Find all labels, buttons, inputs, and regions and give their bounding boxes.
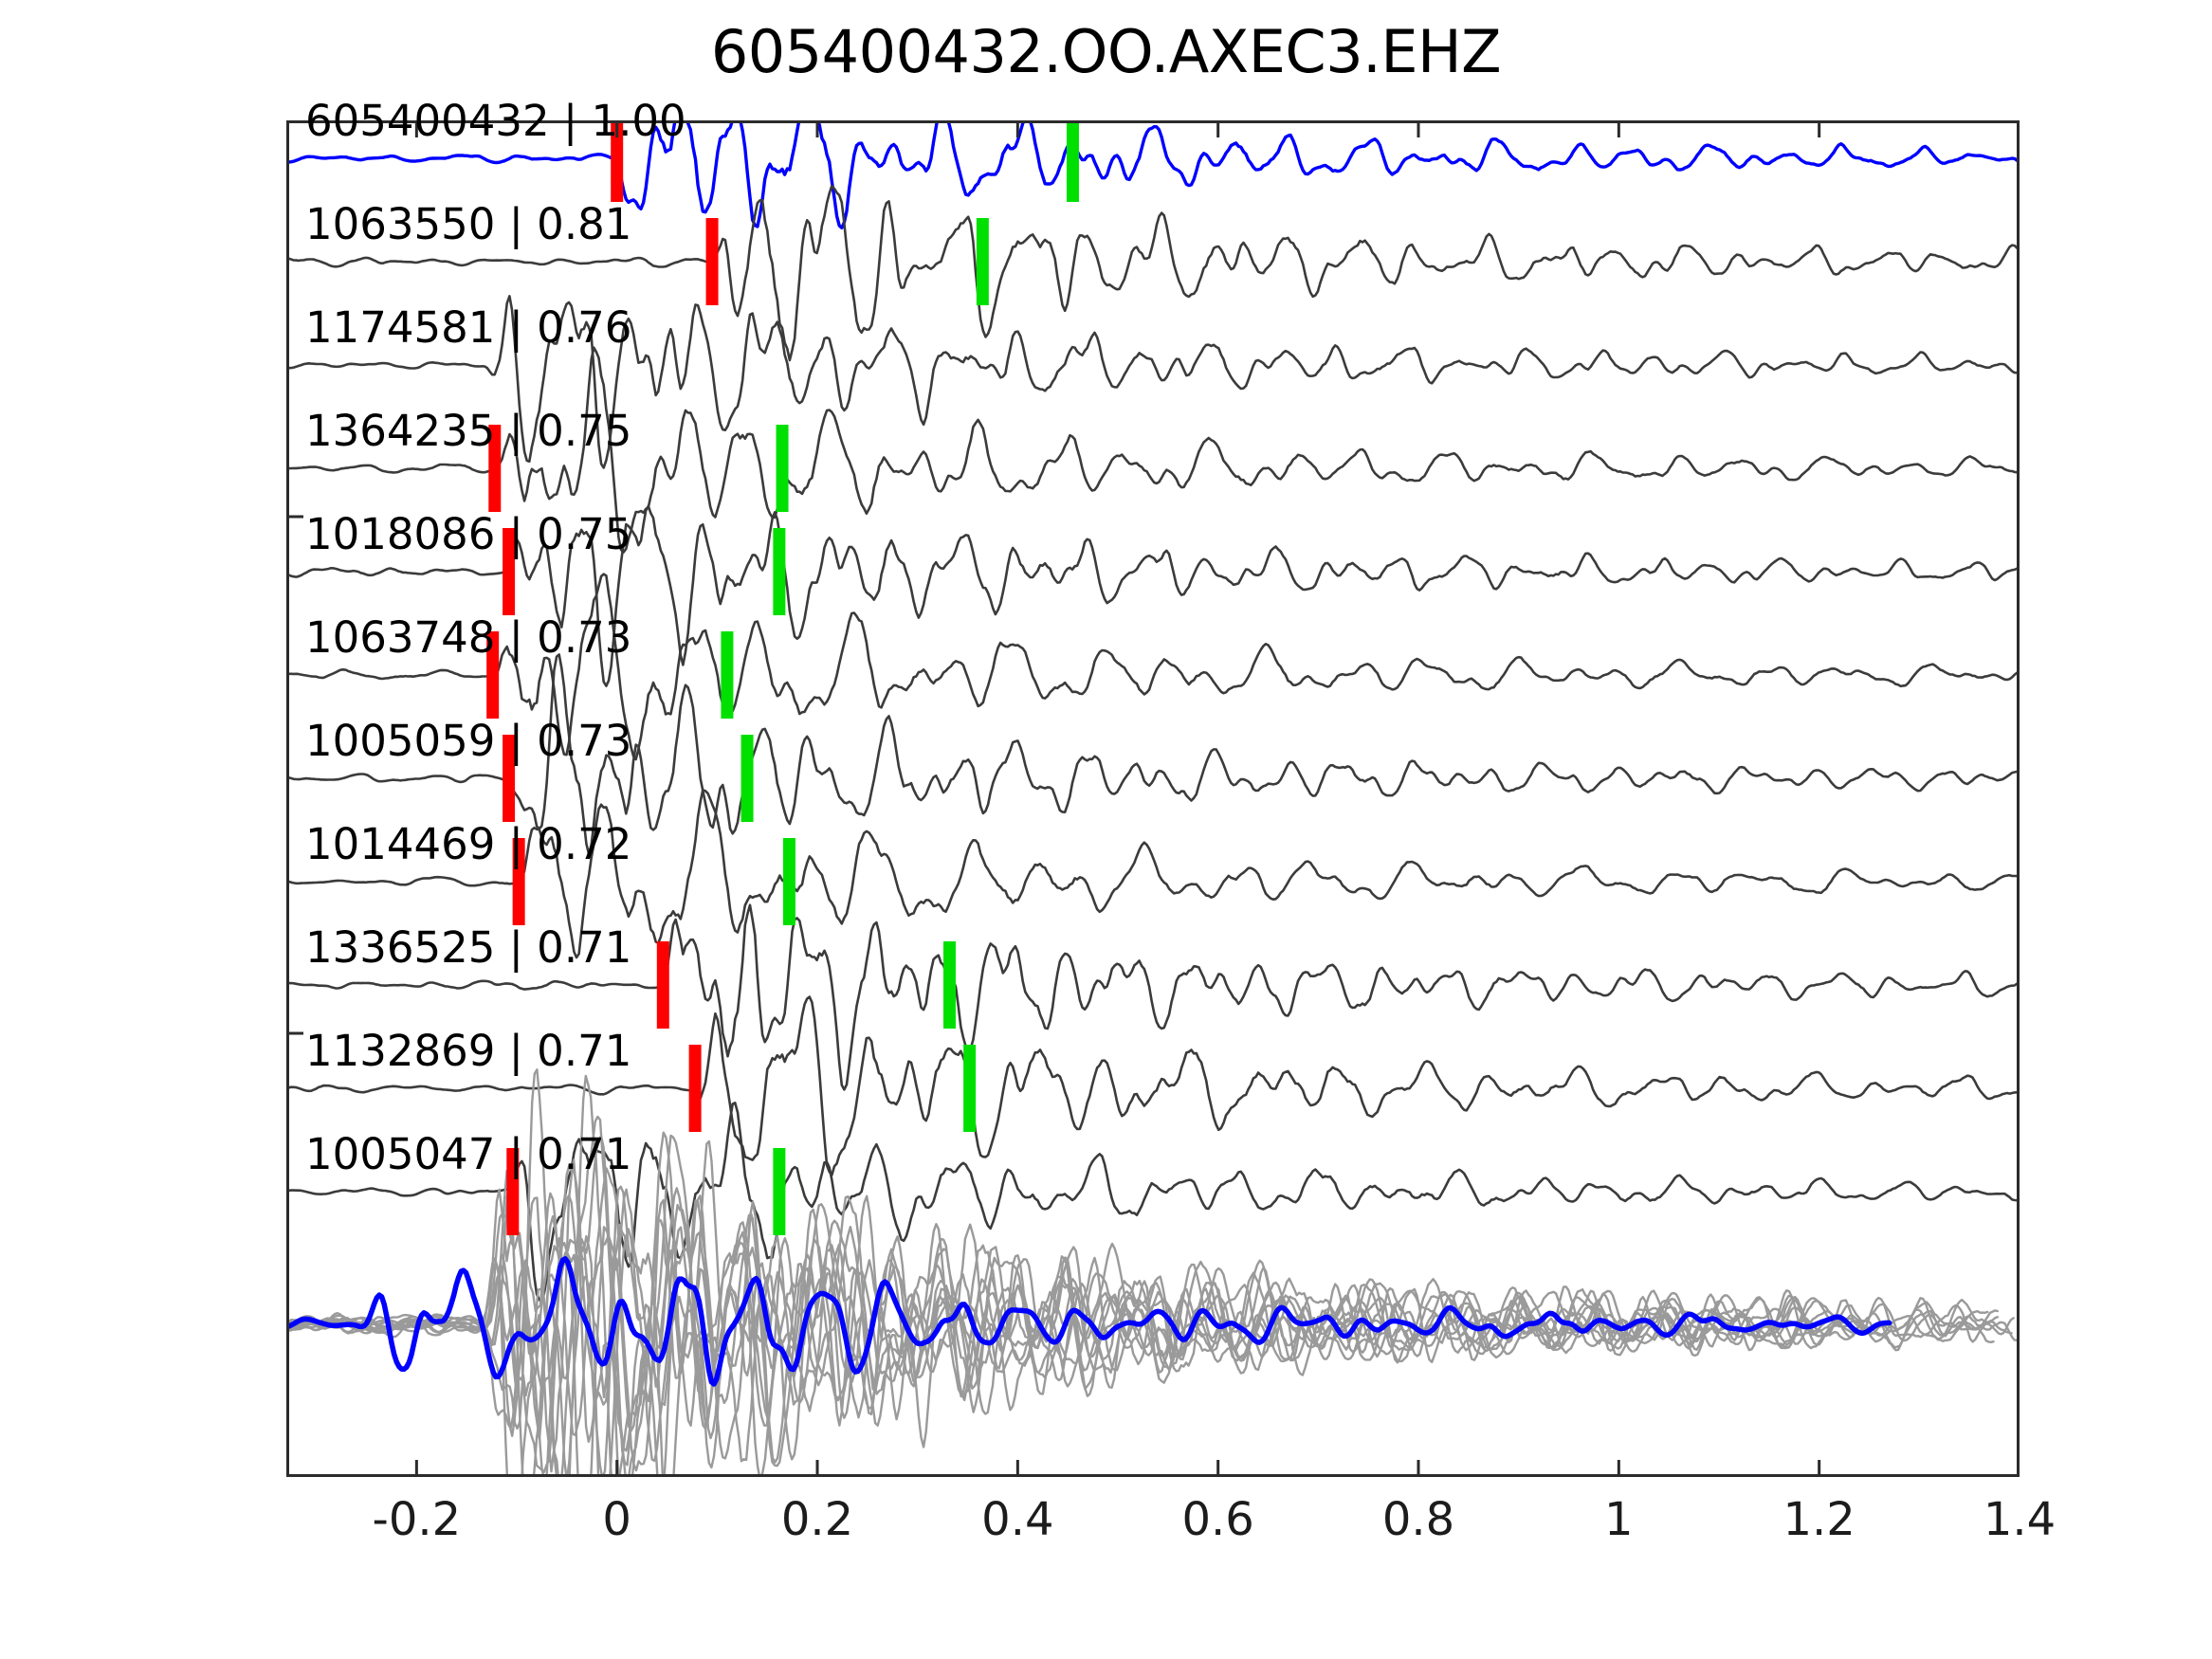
- waveform-trace: [286, 653, 2020, 856]
- x-tick-label: 0.6: [1181, 1493, 1254, 1546]
- axis-frame: [286, 120, 2020, 1477]
- x-tick-label: 1: [1604, 1493, 1634, 1546]
- waveform-trace: [286, 346, 2020, 554]
- x-tick-label: 1.2: [1782, 1493, 1856, 1546]
- trace-label: 1014469 | 0.72: [305, 819, 632, 869]
- trace-label: 1005059 | 0.73: [305, 716, 632, 766]
- x-tick-label: 0.2: [780, 1493, 854, 1546]
- picks-group: [486, 120, 1079, 1235]
- traces-group: [286, 120, 2020, 1477]
- x-axis-tick-labels: -0.2 0 0.2 0.4 0.6 0.8 1 1.2 1.4: [286, 1493, 2057, 1559]
- x-tick-label: 0.8: [1381, 1493, 1455, 1546]
- stack-mean-trace: [286, 1256, 1892, 1387]
- waveform-trace: [286, 1102, 2020, 1304]
- waveform-trace: [286, 184, 2020, 362]
- page-title: 605400432.OO.AXEC3.EHZ: [710, 17, 1502, 86]
- trace-label: 1005047 | 0.71: [305, 1129, 632, 1179]
- x-tick-label: -0.2: [372, 1493, 462, 1546]
- waveform-trace: [286, 903, 2020, 1091]
- trace-label: 1364235 | 0.75: [305, 406, 632, 456]
- x-tick-label: 0: [602, 1493, 631, 1546]
- waveform-trace: [286, 995, 2020, 1176]
- trace-label: 1063748 | 0.73: [305, 612, 632, 663]
- x-tick-label: 1.4: [1983, 1493, 2057, 1546]
- waveform-trace: [286, 789, 2020, 959]
- trace-label: 1018086 | 0.75: [305, 509, 632, 559]
- plot-area: 605400432 | 1.00 1063550 | 0.81 1174581 | …: [286, 100, 2020, 1477]
- waveform-trace: [286, 504, 2020, 687]
- waveform-trace: [286, 295, 2020, 469]
- trace-label: 1063550 | 0.81: [305, 199, 632, 249]
- waveform-trace: [286, 120, 2020, 229]
- trace-label: 1132869 | 0.71: [305, 1026, 632, 1076]
- waveform-trace: [286, 573, 2020, 761]
- trace-label: 1174581 | 0.76: [305, 302, 632, 353]
- stack-member-trace: [286, 1188, 1999, 1477]
- trace-label: 605400432 | 1.00: [305, 96, 686, 146]
- x-tick-label: 0.4: [981, 1493, 1054, 1546]
- trace-label: 1336525 | 0.71: [305, 922, 632, 973]
- waveform-plot-svg: [286, 120, 2020, 1477]
